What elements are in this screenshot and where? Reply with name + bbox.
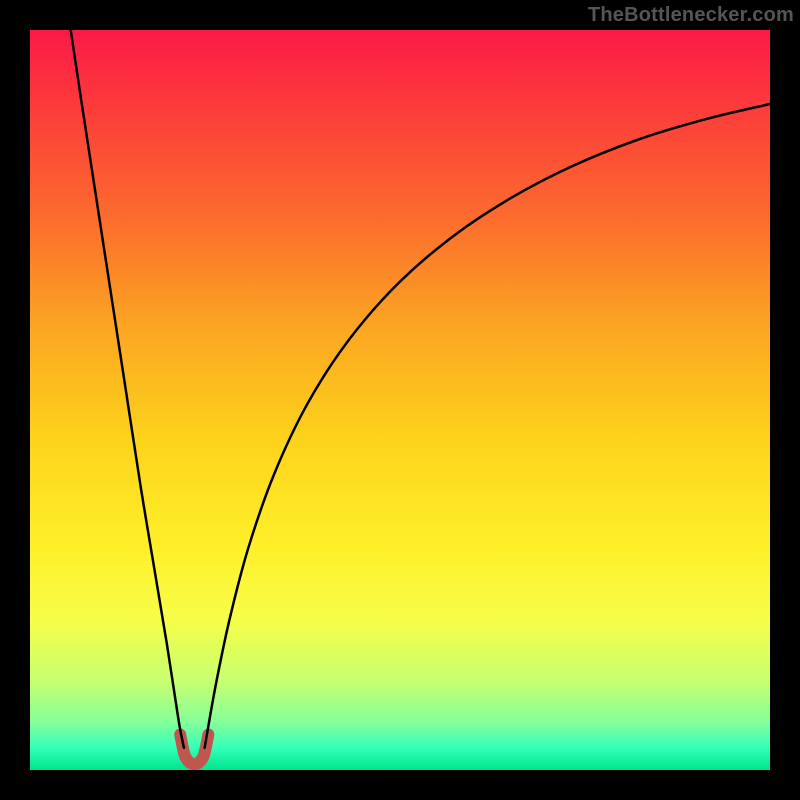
- watermark-text: TheBottlenecker.com: [588, 4, 794, 27]
- figure-container: TheBottlenecker.com: [0, 0, 800, 800]
- plot-area: [30, 30, 770, 770]
- chart-svg: [0, 0, 800, 800]
